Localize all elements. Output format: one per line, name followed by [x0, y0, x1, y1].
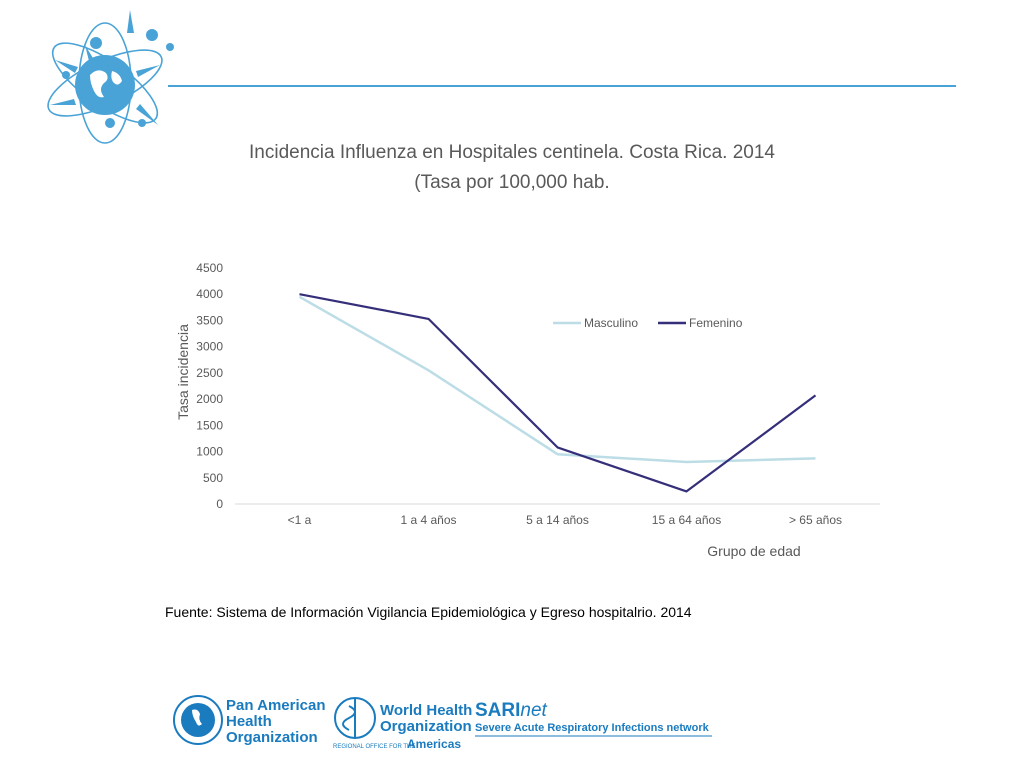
- chart-subtitle: (Tasa por 100,000 hab.: [414, 172, 610, 193]
- paho-line-3: Organization: [226, 729, 318, 746]
- y-tick-label: 3000: [196, 340, 223, 354]
- y-axis-label: Tasa incidencia: [175, 324, 191, 420]
- y-tick-label: 4500: [196, 261, 223, 275]
- footer-logos: Pan American Health Organization World H…: [173, 695, 712, 751]
- x-tick-label: > 65 años: [789, 513, 842, 527]
- chart-title: Incidencia Influenza en Hospitales centi…: [249, 142, 775, 163]
- y-tick-label: 1000: [196, 445, 223, 459]
- x-tick-label: 5 a 14 años: [526, 513, 589, 527]
- who-americas: Americas: [407, 737, 461, 751]
- y-tick-label: 1500: [196, 418, 223, 432]
- paho-logo: Pan American Health Organization: [173, 695, 326, 746]
- paho-line-2: Health: [226, 713, 272, 730]
- paho-line-1: Pan American: [226, 697, 326, 714]
- legend: Masculino Femenino: [553, 316, 743, 330]
- y-tick-label: 3500: [196, 313, 223, 327]
- x-tick-label: 15 a 64 años: [652, 513, 721, 527]
- sarinet-logo: SARInet Severe Acute Respiratory Infecti…: [475, 700, 712, 737]
- source-note: Fuente: Sistema de Información Vigilanci…: [165, 604, 692, 620]
- sari-italic: net: [520, 700, 547, 721]
- who-logo: World Health Organization REGIONAL OFFIC…: [333, 697, 472, 751]
- y-tick-label: 2500: [196, 366, 223, 380]
- legend-label: Femenino: [689, 316, 743, 330]
- series-layer: [298, 293, 817, 493]
- who-line-2: Organization: [380, 718, 472, 735]
- x-tick-label: 1 a 4 años: [400, 513, 456, 527]
- legend-label: Masculino: [584, 316, 638, 330]
- y-tick-label: 4000: [196, 287, 223, 301]
- series-line-masculino: [298, 295, 816, 464]
- globe-virus-logo-icon: [47, 10, 174, 144]
- y-tick-label: 500: [203, 471, 223, 485]
- who-line-1: World Health: [380, 702, 472, 719]
- header-divider: [168, 85, 956, 87]
- line-chart: 0 500 1000 1500 2000 2500 3000 3500 4000 4500 <1 …: [175, 261, 880, 559]
- svg-text:SARInet: SARInet: [475, 700, 548, 721]
- series-line-femenino: [299, 293, 817, 493]
- x-axis-ticks: <1 a 1 a 4 años 5 a 14 años 15 a 64 años > 6…: [288, 513, 842, 527]
- y-axis-ticks: 0 500 1000 1500 2000 2500 3000 3500 4000 4500: [196, 261, 223, 511]
- sari-subtitle: Severe Acute Respiratory Infections netw…: [475, 722, 710, 734]
- y-tick-label: 2000: [196, 392, 223, 406]
- x-tick-label: <1 a: [288, 513, 312, 527]
- who-region: REGIONAL OFFICE FOR THE: [333, 744, 415, 750]
- x-axis-label: Grupo de edad: [707, 543, 800, 559]
- y-tick-label: 0: [216, 497, 223, 511]
- sari-bold: SARI: [475, 700, 520, 721]
